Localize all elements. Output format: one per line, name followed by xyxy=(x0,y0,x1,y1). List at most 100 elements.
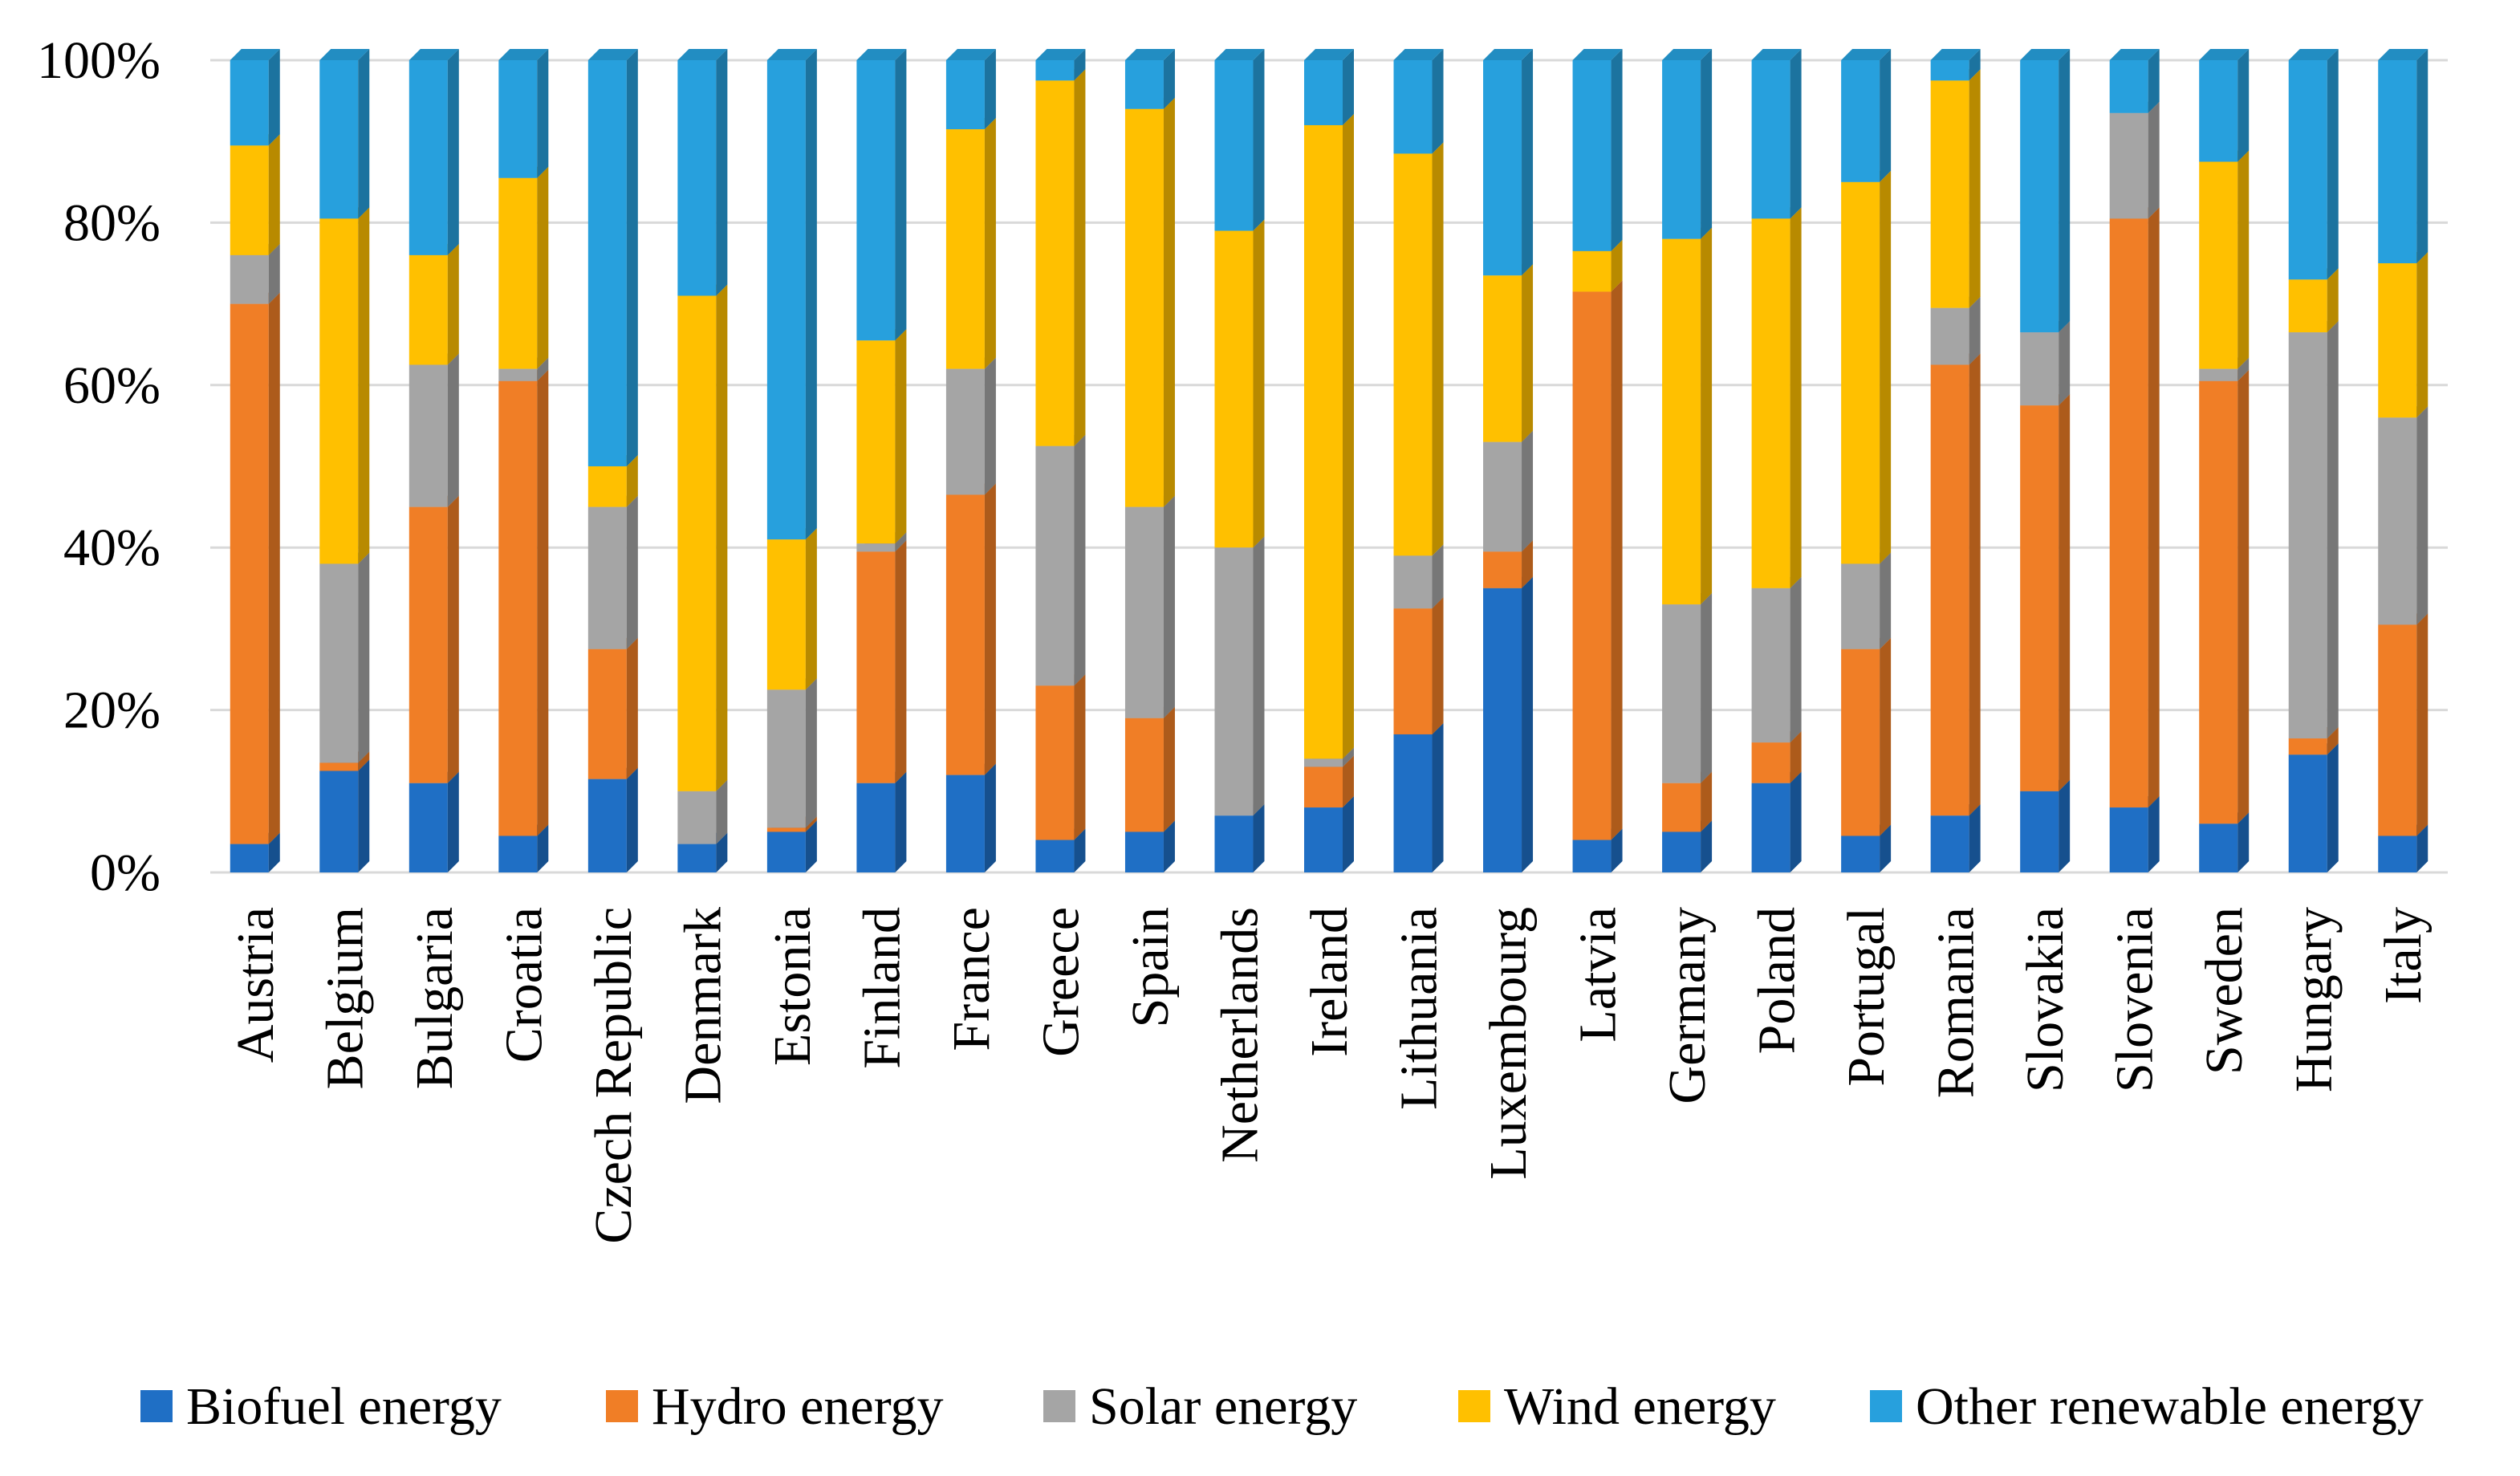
bar-top xyxy=(945,49,996,60)
bar-front xyxy=(1572,291,1612,840)
bar-segment-4 xyxy=(319,207,370,564)
bar-front xyxy=(1304,60,1343,125)
bar-side xyxy=(1163,495,1175,718)
legend-swatch xyxy=(140,1390,173,1422)
bar-side xyxy=(1253,536,1265,816)
x-tick-label: Denmark xyxy=(673,907,732,1104)
bar-front xyxy=(856,60,896,341)
bar-front xyxy=(319,771,359,872)
bar-front xyxy=(1393,153,1433,556)
bar-segment-1 xyxy=(1483,576,1534,872)
bar-front xyxy=(677,844,717,872)
bar-side xyxy=(984,49,996,130)
bar-front xyxy=(2199,380,2238,824)
bar-side xyxy=(2238,812,2250,872)
bar-side xyxy=(1611,49,1623,251)
bar-side xyxy=(1253,49,1265,231)
bar-front xyxy=(2109,60,2148,113)
legend-swatch xyxy=(1458,1390,1490,1422)
bar-segment-1 xyxy=(677,832,728,872)
bar-segment-2 xyxy=(2378,613,2429,836)
x-tick-label: Latvia xyxy=(1569,907,1628,1043)
bar-front xyxy=(1751,588,1790,743)
x-tick-label: Finland xyxy=(852,907,911,1069)
bar-side xyxy=(1790,576,1802,743)
bar-side xyxy=(2059,321,2071,406)
bar-segment-2 xyxy=(2199,369,2250,824)
bar-side xyxy=(358,49,370,219)
bar-side xyxy=(2148,796,2160,872)
bar-side xyxy=(2238,369,2250,824)
bar-top xyxy=(1572,49,1623,60)
bar-front xyxy=(2109,112,2148,219)
bar-front xyxy=(1304,766,1343,808)
bar-front xyxy=(2020,332,2059,406)
bar-segment-5 xyxy=(1214,49,1265,231)
bar-front xyxy=(1304,758,1343,767)
x-tick-label: Czech Republic xyxy=(584,907,643,1244)
bar-top xyxy=(677,49,728,60)
bar-segment-3 xyxy=(408,353,459,507)
bar-segment-4 xyxy=(677,284,728,791)
bar-front xyxy=(1930,364,1969,816)
bar-side xyxy=(447,243,459,365)
bar-segment-4 xyxy=(408,243,459,365)
bar-segment-4 xyxy=(856,329,907,544)
bar-segment-3 xyxy=(1214,536,1265,816)
bar-front xyxy=(1930,815,1969,872)
bar-top xyxy=(1124,49,1175,60)
bar-segment-5 xyxy=(1841,49,1892,182)
x-tick-label: Spain xyxy=(1121,907,1180,1027)
bar-side xyxy=(984,763,996,872)
bar-side xyxy=(358,751,370,771)
bar-front xyxy=(2109,218,2148,808)
bar-front xyxy=(498,177,538,369)
bar-front xyxy=(1124,832,1164,872)
y-tick-label: 80% xyxy=(63,193,161,252)
bar-side xyxy=(895,49,907,341)
bar-side xyxy=(1701,593,1713,783)
y-axis: 0% 20% 40% 60% 80% 100% xyxy=(37,31,161,902)
bar-side xyxy=(716,284,728,791)
bar-side xyxy=(1343,49,1354,125)
legend-label: Other renewable energy xyxy=(1916,1377,2424,1436)
bar-front xyxy=(587,60,627,466)
y-tick-label: 20% xyxy=(63,681,161,740)
bar-front xyxy=(677,295,717,791)
bar-segment-2 xyxy=(2020,394,2071,791)
bar-segment-5 xyxy=(1124,49,1175,109)
bar-front xyxy=(2199,368,2238,381)
bar-top xyxy=(498,49,549,60)
bar-front xyxy=(2109,807,2148,872)
bar-segment-2 xyxy=(1035,674,1086,840)
bar-side xyxy=(537,357,549,381)
bar-side xyxy=(1880,49,1892,182)
bar-front xyxy=(1124,506,1164,718)
bar-front xyxy=(1841,181,1880,564)
bar-segment-3 xyxy=(1662,593,1713,783)
bar-side xyxy=(1790,731,1802,783)
bar-front xyxy=(2020,791,2059,872)
bar-segment-4 xyxy=(2378,252,2429,418)
bar-front xyxy=(319,218,359,564)
bar-front xyxy=(498,380,538,836)
bar-side xyxy=(1522,49,1534,276)
bar-segment-5 xyxy=(2288,49,2339,280)
bar-side xyxy=(2238,357,2250,381)
bar-front xyxy=(1930,307,1969,365)
bar-front xyxy=(2378,417,2417,625)
bar-side xyxy=(2327,321,2339,739)
bar-segment-5 xyxy=(498,49,549,178)
bar-segment-1 xyxy=(1393,722,1444,872)
bar-side xyxy=(1790,771,1802,872)
bar-front xyxy=(587,779,627,872)
bar-segment-5 xyxy=(677,49,728,296)
bar-segment-5 xyxy=(319,49,370,219)
bar-side xyxy=(805,49,817,540)
legend-item: Solar energy xyxy=(1043,1377,1357,1436)
bar-side xyxy=(626,767,638,872)
bar-segment-2 xyxy=(1124,706,1175,832)
bar-stack xyxy=(2199,49,2250,872)
bar-segment-4 xyxy=(1841,170,1892,564)
